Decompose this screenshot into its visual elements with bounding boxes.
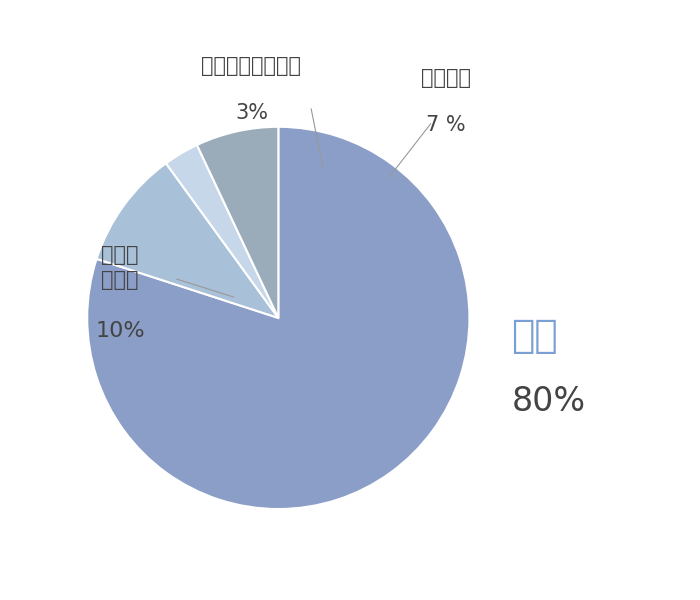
Wedge shape bbox=[197, 127, 279, 318]
Text: 総合病院: 総合病院 bbox=[421, 68, 470, 88]
Text: 80%: 80% bbox=[511, 385, 585, 418]
Text: 開業・クリニック: 開業・クリニック bbox=[202, 56, 302, 76]
Text: 3%: 3% bbox=[235, 103, 268, 123]
Text: 7 %: 7 % bbox=[426, 115, 466, 135]
Wedge shape bbox=[97, 163, 279, 318]
Wedge shape bbox=[88, 127, 470, 509]
Text: 大学: 大学 bbox=[511, 317, 558, 355]
Wedge shape bbox=[166, 145, 279, 318]
Text: 10%: 10% bbox=[95, 321, 145, 341]
Text: 非常勤
その他: 非常勤 その他 bbox=[102, 245, 139, 290]
